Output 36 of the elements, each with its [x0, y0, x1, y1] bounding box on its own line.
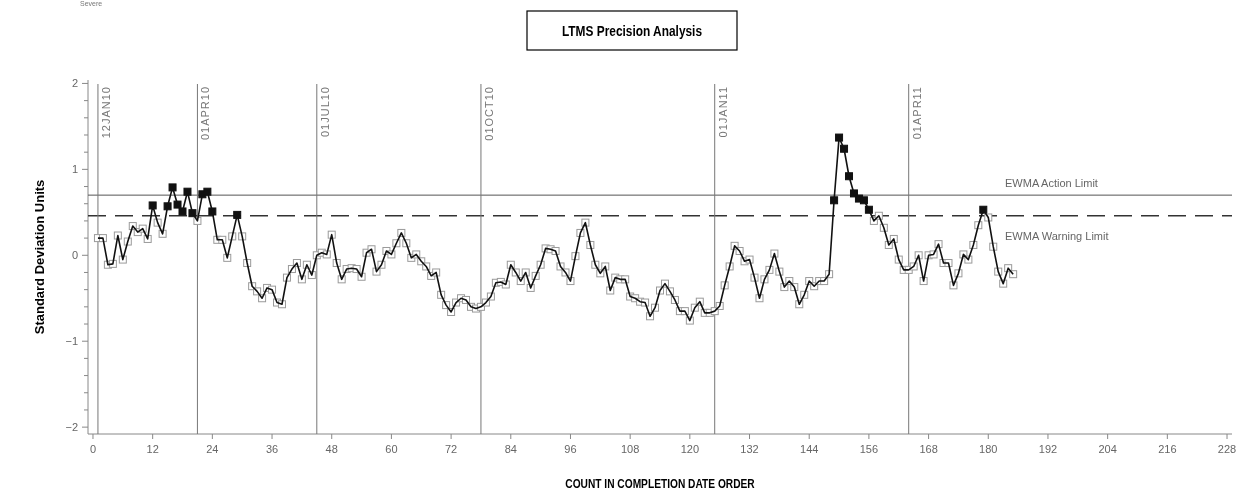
ref-line-label: 01JAN11: [716, 86, 729, 138]
x-axis-title: COUNT IN COMPLETION DATE ORDER: [565, 477, 755, 491]
x-tick-label: 84: [504, 443, 517, 455]
chart-title: LTMS Precision Analysis: [561, 23, 703, 40]
ref-line-label: EWMA Warning Limit: [1005, 229, 1109, 242]
y-axis-title: Standard Deviation Units: [32, 179, 47, 335]
x-tick-label: 36: [265, 443, 279, 455]
ref-line-label: 01OCT10: [482, 86, 495, 141]
x-tick-label: 228: [1217, 443, 1237, 455]
x-tick-label: 120: [680, 443, 700, 455]
x-tick-label: 180: [979, 443, 998, 455]
x-tick-label: 72: [444, 443, 458, 455]
y-tick-label: −2: [65, 421, 78, 434]
x-tick-label: 108: [620, 443, 640, 455]
ref-line-label: 01JUL10: [318, 86, 331, 138]
x-tick-label: 48: [325, 443, 338, 455]
x-tick-label: 192: [1038, 443, 1058, 455]
y-tick-label: 2: [71, 77, 78, 90]
x-tick-label: 96: [564, 443, 577, 455]
x-tick-label: 204: [1098, 443, 1117, 455]
y-tick-label: 1: [71, 163, 78, 176]
ref-line-label: 01APR11: [910, 86, 923, 140]
x-tick-label: 60: [385, 443, 398, 455]
ref-line-label: EWMA Action Limit: [1005, 177, 1098, 190]
x-tick-label: 156: [859, 443, 879, 455]
ref-line-label: 12JAN10: [99, 86, 112, 139]
x-tick-label: 12: [146, 443, 159, 455]
x-tick-label: 132: [740, 443, 759, 455]
x-tick-label: 0: [89, 443, 97, 455]
y-tick-label: 0: [71, 249, 78, 262]
ref-line-label: 01APR10: [199, 86, 212, 141]
x-tick-label: 144: [800, 443, 819, 455]
x-tick-label: 24: [206, 443, 219, 455]
x-tick-label: 216: [1158, 443, 1177, 455]
y-tick-label: −1: [65, 335, 78, 348]
x-tick-label: 168: [919, 443, 938, 455]
